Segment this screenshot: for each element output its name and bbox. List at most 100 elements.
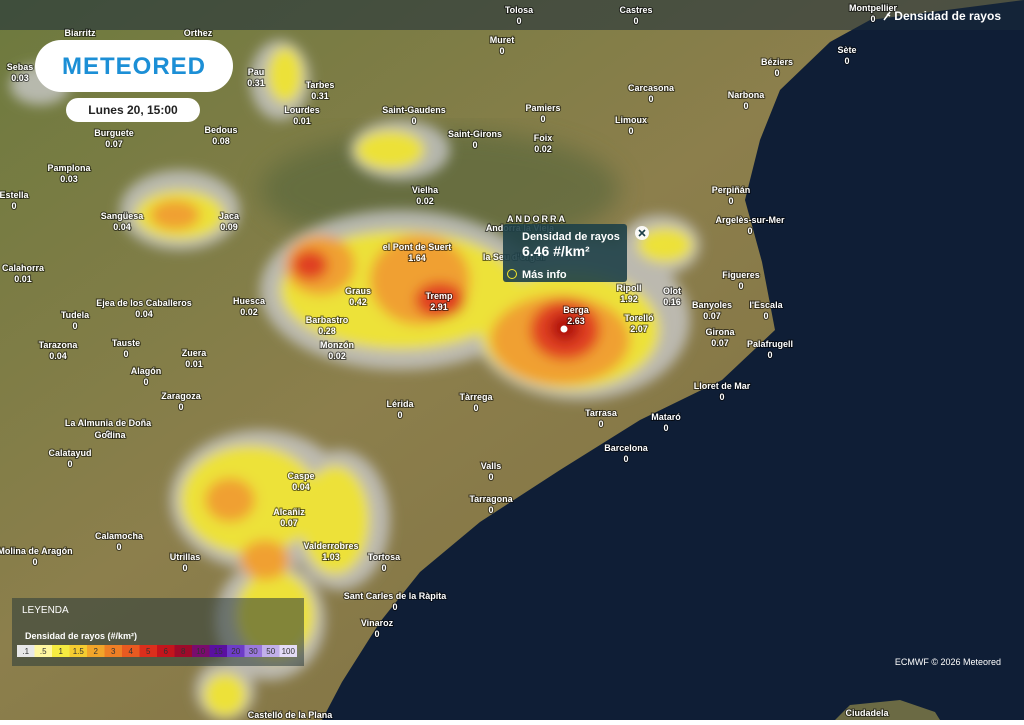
place-name: Calamocha [95, 531, 144, 541]
place-value: 0.01 [293, 116, 311, 126]
place-name: Olot [663, 286, 681, 296]
place-name: Castres [619, 5, 652, 15]
sea [322, 0, 1024, 720]
place-name: Perpiñán [712, 185, 751, 195]
place-value: 1.64 [408, 253, 426, 263]
place-name: Monzón [320, 340, 354, 350]
place-name: Ripoll [617, 283, 642, 293]
place-value: 0 [728, 196, 733, 206]
layer-name[interactable]: Densidad de rayos [894, 9, 1001, 23]
place-value: 0 [374, 629, 379, 639]
place-name: Vinaroz [361, 618, 394, 628]
selected-point[interactable] [560, 325, 568, 333]
place-value: 0 [123, 349, 128, 359]
place-name: Foix [534, 133, 553, 143]
place-value: 0.09 [220, 222, 238, 232]
place-name: Tarbes [306, 80, 335, 90]
place-value: 0 [648, 94, 653, 104]
layer-icon [883, 11, 891, 21]
place-name: Montpellier [849, 3, 897, 13]
place-value: 0 [488, 505, 493, 515]
legend-label: 15 [214, 647, 223, 656]
place-name: Ejea de los Caballeros [96, 298, 192, 308]
place-name: Zuera [182, 348, 208, 358]
place-value: 2.91 [430, 302, 448, 312]
place-value: 0.04 [292, 482, 310, 492]
place-value: 0 [738, 281, 743, 291]
legend-label: 100 [282, 647, 296, 656]
place-name: Alcañiz [273, 507, 305, 517]
place-value: 0.42 [349, 297, 367, 307]
island [835, 700, 940, 720]
place-value: 0.28 [318, 326, 336, 336]
place-value: 0 [516, 16, 521, 26]
place-value: 1.03 [322, 552, 340, 562]
region-label: ANDORRA [507, 214, 567, 224]
place-name: Jaca [219, 211, 240, 221]
place-name: Vielha [412, 185, 439, 195]
legend-swatch [174, 645, 192, 657]
place-value: 0 [116, 542, 121, 552]
place-value: 0.08 [212, 136, 230, 146]
place-value: 0.02 [240, 307, 258, 317]
place-value: 0 [473, 403, 478, 413]
place-value: 0 [763, 311, 768, 321]
place-name: Mataró [651, 412, 681, 422]
close-icon [638, 229, 646, 237]
legend-label: .5 [40, 647, 47, 656]
place-value: 0 [540, 114, 545, 124]
place-name: Biarritz [64, 28, 96, 38]
place-name: l'Escala [749, 300, 783, 310]
place-value: 0 [411, 116, 416, 126]
legend-swatch [34, 645, 52, 657]
popup-link[interactable]: Más info [522, 269, 567, 281]
place-name: Calahorra [2, 263, 45, 273]
place-name: Tremp [425, 291, 453, 301]
place-name: Sète [837, 45, 856, 55]
place-value: 0 [392, 602, 397, 612]
popup [503, 224, 627, 282]
place-value: 0 [499, 46, 504, 56]
legend-label: 8 [181, 647, 186, 656]
place-name: Valderrobres [303, 541, 358, 551]
place-value: 0 [767, 350, 772, 360]
place-name: Alagón [131, 366, 162, 376]
place-value: 0.07 [105, 139, 123, 149]
place-name: Calatayud [48, 448, 91, 458]
top-band [0, 0, 1024, 30]
place-name: Torelló [624, 313, 654, 323]
place-value: 0 [719, 392, 724, 402]
place-value: 2.07 [630, 324, 648, 334]
legend-label: 1 [59, 647, 64, 656]
place-value: 0.31 [311, 91, 329, 101]
place-name: Tarrasa [585, 408, 618, 418]
place-name: Ciudadela [845, 708, 889, 718]
place-name: Pamplona [47, 163, 91, 173]
place-name: Muret [490, 35, 515, 45]
place-name: Pau [248, 67, 265, 77]
place-value: 0.07 [280, 518, 298, 528]
place-value: 0.16 [663, 297, 681, 307]
place-value: 0 [178, 402, 183, 412]
place-name: Girona [705, 327, 735, 337]
place-value: 1.92 [620, 294, 638, 304]
legend-label: 50 [266, 647, 275, 656]
legend-label: 10 [196, 647, 205, 656]
place-name: Béziers [761, 57, 793, 67]
place-name: Utrillas [170, 552, 201, 562]
place-name: Huesca [233, 296, 266, 306]
place-name: Orthez [184, 28, 213, 38]
place-name: Tudela [61, 310, 90, 320]
place-value: 0.02 [328, 351, 346, 361]
place-name: Tàrrega [459, 392, 493, 402]
place-value: 0 [743, 101, 748, 111]
legend-label: 2 [94, 647, 99, 656]
legend-scale: .1 .5 1 1.5 2 3 4 5 6 8 10 15 20 30 50 100 [17, 645, 297, 657]
place-value: 0.04 [113, 222, 131, 232]
place-value: 0.02 [534, 144, 552, 154]
popup-value: 6.46 #/km² [522, 243, 590, 259]
place-value: 2.63 [567, 316, 585, 326]
place-value: 0 [663, 423, 668, 433]
